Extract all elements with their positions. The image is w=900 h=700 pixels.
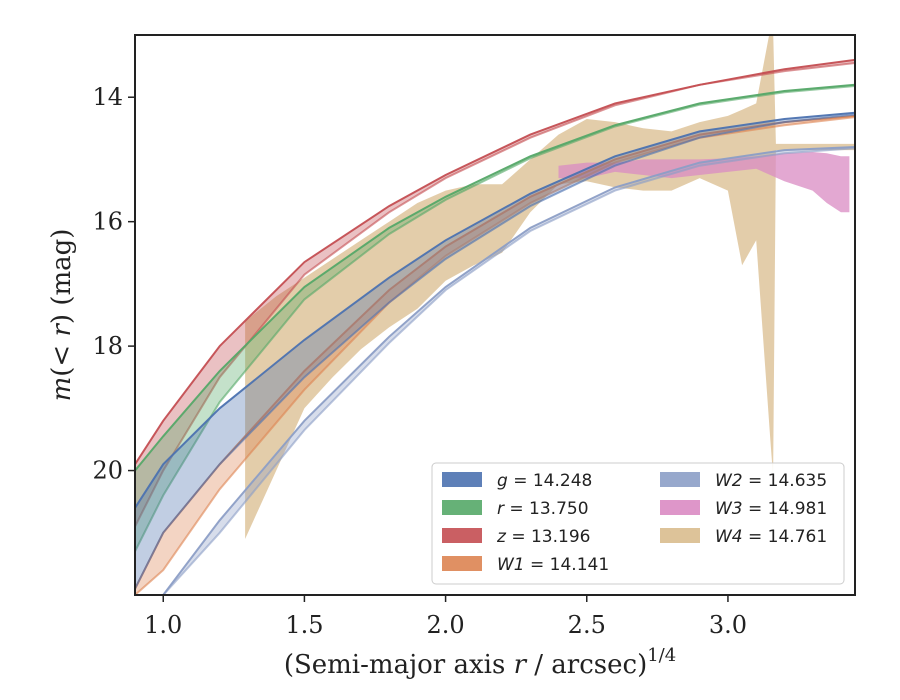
series-z-band	[135, 59, 855, 527]
x-tick-label: 2.0	[427, 611, 465, 639]
legend-swatch-z	[442, 528, 482, 543]
x-tick-label: 1.0	[144, 611, 182, 639]
x-tick-label: 1.5	[285, 611, 323, 639]
x-tick-label: 2.5	[568, 611, 606, 639]
series-w2-upper-line	[135, 146, 855, 595]
legend-swatch-w1	[442, 556, 482, 571]
series-r-upper-line	[135, 83, 855, 472]
x-axis-title: (Semi-major axis r / arcsec)1/4	[284, 645, 676, 680]
legend-swatch-r	[442, 500, 482, 515]
series-z-lower-line	[135, 62, 855, 528]
legend-label-z: z = 13.196	[496, 527, 590, 547]
legend-label-g: g = 14.248	[497, 471, 592, 491]
series-layer	[135, 35, 855, 595]
series-w2-lower-line	[135, 147, 855, 595]
legend-label-w4: W4 = 14.761	[715, 527, 827, 547]
series-r-band	[135, 84, 855, 552]
y-tick-label: 16	[92, 208, 123, 236]
legend-swatch-w3	[660, 500, 700, 515]
x-tick-label: 3.0	[709, 611, 747, 639]
y-tick-label: 14	[92, 83, 123, 111]
y-tick-label: 20	[92, 457, 123, 485]
plot-frame	[134, 34, 856, 596]
y-axis-title: m(< r) (mag)	[47, 229, 77, 402]
legend-box	[431, 462, 845, 585]
y-tick-label: 18	[92, 332, 123, 360]
legend-swatch-g	[442, 472, 482, 487]
series-w1-lower-line	[135, 116, 855, 595]
legend-label-w1: W1 = 14.141	[497, 555, 609, 575]
series-w3-band	[558, 152, 850, 213]
ticks-layer: 1.0 1.5 2.0 2.5 3.0 14 16 18 20	[92, 83, 747, 639]
series-g-lower-line	[135, 113, 855, 590]
legend-label-w2: W2 = 14.635	[715, 471, 827, 491]
series-r-lower-line	[135, 85, 855, 552]
series-g-upper-line	[135, 111, 855, 509]
legend-swatch-w2	[660, 472, 700, 487]
legend-label-w3: W3 = 14.981	[715, 499, 827, 519]
legend-swatch-w4	[660, 528, 700, 543]
legend: g = 14.248 r = 13.750 z = 13.196 W1 = 14.14…	[431, 462, 845, 585]
legend-label-r: r = 13.750	[497, 499, 589, 519]
